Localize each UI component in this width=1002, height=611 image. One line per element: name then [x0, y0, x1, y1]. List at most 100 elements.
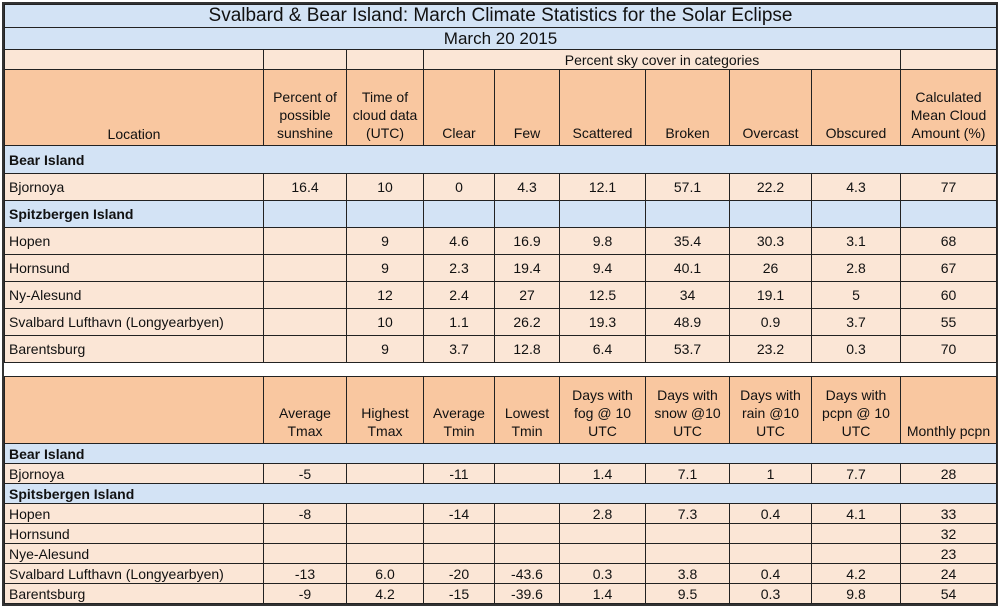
cell-highest-tmax: 4.2	[346, 583, 424, 604]
cell-time: 9	[346, 335, 424, 363]
cell-few: 12.8	[494, 335, 560, 363]
cell-snow-days: 9.5	[645, 583, 730, 604]
cell-mean-cloud: 77	[900, 173, 997, 201]
cell-snow-days: 3.8	[645, 563, 730, 584]
cell-few: 16.9	[494, 227, 560, 255]
cell-lowest-tmin: -39.6	[494, 583, 560, 604]
cell-avg-tmax: -5	[263, 463, 347, 484]
cell-avg-tmax: -8	[263, 503, 347, 524]
cell-broken: 48.9	[645, 308, 730, 336]
cell-few: 27	[494, 281, 560, 309]
cell-fog-days: 1.4	[559, 583, 646, 604]
cell-rain-days: 0.3	[729, 583, 812, 604]
table-row: Bjornoya 16.4 10 0 4.3 12.1 57.1 22.2 4.…	[4, 173, 997, 201]
row-location: Barentsburg	[4, 335, 264, 363]
row-location: Svalbard Lufthavn (Longyearbyen)	[4, 563, 264, 584]
table-row: Barentsburg -9 4.2 -15 -39.6 1.4 9.5 0.3…	[4, 583, 997, 604]
cell-sunshine: 16.4	[263, 173, 347, 201]
cell-fog-days: 0.3	[559, 563, 646, 584]
cell-lowest-tmin	[494, 523, 560, 544]
table-row: Hopen 9 4.6 16.9 9.8 35.4 30.3 3.1 68	[4, 227, 997, 255]
section-bear-island: Bear Island	[4, 443, 997, 464]
cell-sunshine	[263, 254, 347, 282]
cell-obscured: 4.3	[811, 173, 901, 201]
cell-fog-days: 1.4	[559, 463, 646, 484]
table-row: Ny-Alesund 12 2.4 27 12.5 34 19.1 5 60	[4, 281, 997, 309]
cell-clear: 4.6	[423, 227, 495, 255]
header-few: Few	[494, 69, 560, 146]
cell-time: 10	[346, 308, 424, 336]
row-location: Hornsund	[4, 523, 264, 544]
cell-fog-days	[559, 523, 646, 544]
header-snow-days: Days with snow @10 UTC	[645, 376, 730, 444]
header-broken: Broken	[645, 69, 730, 146]
cell-clear: 0	[423, 173, 495, 201]
cell-broken: 40.1	[645, 254, 730, 282]
table-row: Barentsburg 9 3.7 12.8 6.4 53.7 23.2 0.3…	[4, 335, 997, 363]
cell-fog-days	[559, 543, 646, 564]
page-title: Svalbard & Bear Island: March Climate St…	[4, 4, 997, 28]
row-location: Hornsund	[4, 254, 264, 282]
cell-mean-cloud: 55	[900, 308, 997, 336]
cell-mean-cloud: 70	[900, 335, 997, 363]
cell-sunshine	[263, 281, 347, 309]
cell-pcpn-days	[811, 523, 901, 544]
cell-clear: 3.7	[423, 335, 495, 363]
cell-monthly-pcpn: 23	[900, 543, 997, 564]
cell-obscured: 5	[811, 281, 901, 309]
header-scattered: Scattered	[559, 69, 646, 146]
cell-lowest-tmin: -43.6	[494, 563, 560, 584]
cell-monthly-pcpn: 28	[900, 463, 997, 484]
cell-rain-days	[729, 523, 812, 544]
page-subtitle: March 20 2015	[4, 27, 997, 50]
cell-broken: 35.4	[645, 227, 730, 255]
cell-overcast: 26	[729, 254, 812, 282]
cell-scattered: 9.4	[559, 254, 646, 282]
cell-broken: 53.7	[645, 335, 730, 363]
cell-time: 9	[346, 254, 424, 282]
cell-lowest-tmin	[494, 503, 560, 524]
header-fog-days: Days with fog @ 10 UTC	[559, 376, 646, 444]
cell-time: 9	[346, 227, 424, 255]
header-pcpn-days: Days with pcpn @ 10 UTC	[811, 376, 901, 444]
cell-lowest-tmin	[494, 543, 560, 564]
row-location: Hopen	[4, 503, 264, 524]
cell-monthly-pcpn: 54	[900, 583, 997, 604]
cell-rain-days: 0.4	[729, 563, 812, 584]
cell-avg-tmin: -14	[423, 503, 495, 524]
table-row: Bjornoya -5 -11 1.4 7.1 1 7.7 28	[4, 463, 997, 484]
cell-few: 26.2	[494, 308, 560, 336]
header-sunshine: Percent of possible sunshine	[263, 69, 347, 146]
cell-broken: 34	[645, 281, 730, 309]
table-separator	[4, 372, 996, 376]
cloud-statistics-table: Svalbard & Bear Island: March Climate St…	[4, 4, 997, 363]
cell-monthly-pcpn: 33	[900, 503, 997, 524]
cell-clear: 2.4	[423, 281, 495, 309]
cell-snow-days	[645, 523, 730, 544]
row-location: Barentsburg	[4, 583, 264, 604]
cell-snow-days: 7.3	[645, 503, 730, 524]
cell-overcast: 19.1	[729, 281, 812, 309]
cell-obscured: 3.1	[811, 227, 901, 255]
header-location: Location	[4, 69, 264, 146]
cell-avg-tmin: -15	[423, 583, 495, 604]
header-lowest-tmin: Lowest Tmin	[494, 376, 560, 444]
row-location: Svalbard Lufthavn (Longyearbyen)	[4, 308, 264, 336]
cell-highest-tmax	[346, 463, 424, 484]
header-avg-tmax: Average Tmax	[263, 376, 347, 444]
table-row: Hopen -8 -14 2.8 7.3 0.4 4.1 33	[4, 503, 997, 524]
cell-avg-tmax: -9	[263, 583, 347, 604]
sky-cover-header: Percent sky cover in categories	[423, 49, 901, 70]
header-highest-tmax: Highest Tmax	[346, 376, 424, 444]
header-monthly-pcpn: Monthly pcpn	[900, 376, 997, 444]
section-bear-island: Bear Island	[4, 145, 997, 174]
section-spitsbergen-island: Spitsbergen Island	[4, 483, 997, 504]
cell-highest-tmax: 6.0	[346, 563, 424, 584]
cell-fog-days: 2.8	[559, 503, 646, 524]
section-spitzbergen-island: Spitzbergen Island	[4, 200, 264, 228]
cell-pcpn-days: 9.8	[811, 583, 901, 604]
cell-overcast: 23.2	[729, 335, 812, 363]
cell-scattered: 19.3	[559, 308, 646, 336]
cell-rain-days: 1	[729, 463, 812, 484]
